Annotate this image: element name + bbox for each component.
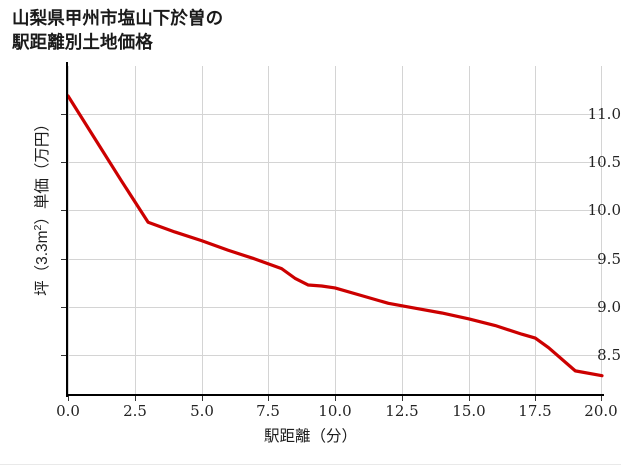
gridline-x-17.5 bbox=[535, 66, 536, 395]
gridline-x-5.0 bbox=[202, 66, 203, 395]
xtick-label-7.5: 7.5 bbox=[256, 402, 280, 420]
xtick-label-0.0: 0.0 bbox=[56, 402, 80, 420]
xtick-mark-2.5 bbox=[135, 396, 137, 401]
ytick-label-11.0: 11.0 bbox=[587, 105, 621, 123]
xtick-label-5.0: 5.0 bbox=[190, 402, 214, 420]
xtick-label-15.0: 15.0 bbox=[452, 402, 486, 420]
ytick-mark-8.5 bbox=[61, 355, 66, 357]
gridline-x-0.0 bbox=[68, 66, 69, 395]
gridline-x-10.0 bbox=[335, 66, 336, 395]
y-axis-label: 坪（3.3m2）単価（万円） bbox=[30, 61, 52, 351]
xtick-mark-15.0 bbox=[469, 396, 471, 401]
x-axis-label: 駅距離（分） bbox=[263, 428, 357, 445]
ytick-mark-9.5 bbox=[61, 259, 66, 261]
gridline-x-2.5 bbox=[135, 66, 136, 395]
ytick-label-9.5: 9.5 bbox=[597, 250, 621, 268]
gridline-x-12.5 bbox=[402, 66, 403, 395]
series-polyline-坪単価 bbox=[66, 94, 604, 378]
ytick-mark-10.0 bbox=[61, 210, 66, 212]
ytick-label-8.5: 8.5 bbox=[597, 346, 621, 364]
ytick-mark-9.0 bbox=[61, 307, 66, 309]
xtick-mark-0.0 bbox=[68, 396, 70, 401]
gridline-x-20.0 bbox=[601, 66, 602, 395]
ytick-label-9.0: 9.0 bbox=[597, 298, 621, 316]
ytick-mark-11.0 bbox=[61, 114, 66, 116]
xtick-label-2.5: 2.5 bbox=[123, 402, 147, 420]
xtick-mark-7.5 bbox=[268, 396, 270, 401]
y-axis-label-prefix: 坪（3.3m bbox=[34, 230, 51, 296]
ytick-mark-10.5 bbox=[61, 162, 66, 164]
gridline-x-15.0 bbox=[469, 66, 470, 395]
xtick-mark-10.0 bbox=[335, 396, 337, 401]
xtick-mark-20.0 bbox=[601, 396, 603, 401]
series-line-chart bbox=[66, 94, 604, 378]
xtick-label-12.5: 12.5 bbox=[385, 402, 419, 420]
xtick-mark-17.5 bbox=[535, 396, 537, 401]
plot-area bbox=[66, 66, 604, 395]
xtick-mark-12.5 bbox=[402, 396, 404, 401]
xtick-label-20.0: 20.0 bbox=[584, 402, 618, 420]
y-axis-spine bbox=[66, 62, 69, 397]
xtick-label-10.0: 10.0 bbox=[318, 402, 352, 420]
ytick-label-10.5: 10.5 bbox=[587, 153, 621, 171]
x-axis-spine bbox=[66, 394, 604, 397]
xtick-label-17.5: 17.5 bbox=[518, 402, 552, 420]
chart-title: 山梨県甲州市塩山下於曽の 駅距離別土地価格 bbox=[12, 8, 224, 52]
y-axis-label-suffix: ）単価（万円） bbox=[34, 116, 51, 225]
y-axis-label-superscript: 2 bbox=[31, 224, 44, 231]
gridline-x-7.5 bbox=[268, 66, 269, 395]
xtick-mark-5.0 bbox=[202, 396, 204, 401]
ytick-label-10.0: 10.0 bbox=[587, 201, 621, 219]
